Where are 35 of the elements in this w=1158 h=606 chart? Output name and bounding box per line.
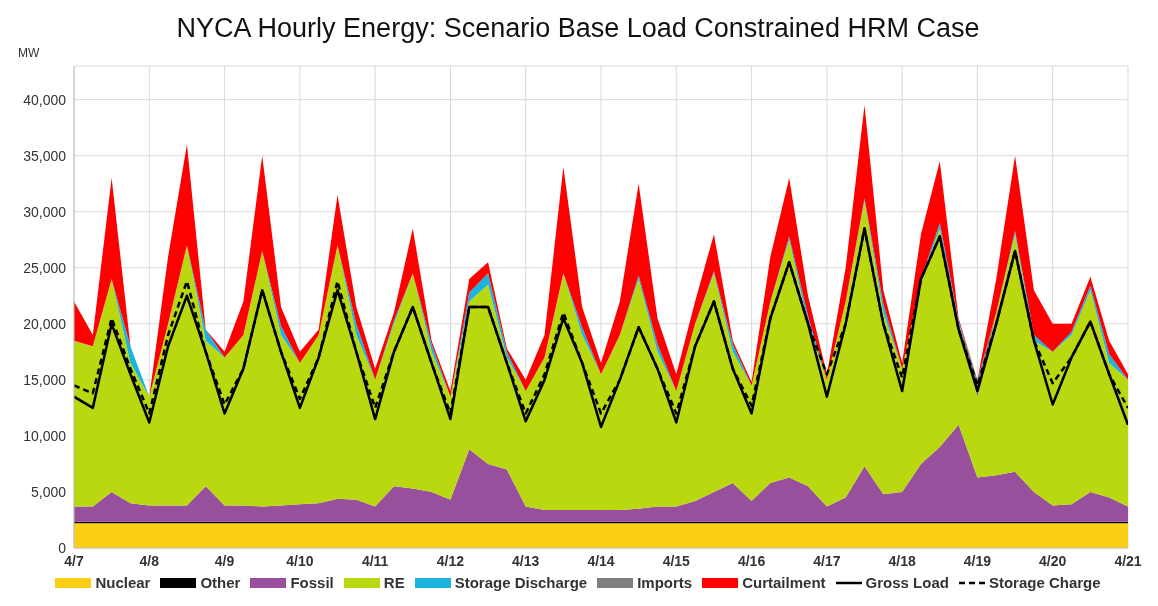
legend-label: RE (383, 574, 405, 591)
x-tick-label: 4/19 (963, 552, 992, 569)
y-tick-label: 25,000 (23, 259, 67, 276)
x-tick-label: 4/11 (361, 552, 389, 569)
x-tick-label: 4/7 (64, 552, 84, 569)
x-tick-label: 4/21 (1114, 552, 1142, 569)
x-tick-label: 4/12 (436, 552, 465, 569)
y-tick-label: 5,000 (30, 483, 67, 500)
y-tick-label: 40,000 (23, 91, 67, 108)
x-tick-label: 4/15 (662, 552, 691, 569)
x-tick-label: 4/13 (512, 552, 540, 569)
x-tick-label: 4/18 (888, 552, 916, 569)
y-axis-title: MW (18, 46, 40, 60)
y-tick-label: 35,000 (23, 147, 67, 164)
legend-label: Storage Discharge (454, 574, 588, 591)
x-tick-label: 4/8 (139, 552, 160, 569)
y-tick-label: 30,000 (23, 203, 67, 220)
legend-label: Curtailment (742, 574, 826, 591)
y-tick-label: 20,000 (23, 315, 67, 332)
y-tick-label: 15,000 (23, 371, 67, 388)
y-tick-label: 10,000 (23, 427, 67, 444)
legend-label: Imports (637, 574, 693, 591)
x-tick-label: 4/16 (737, 552, 766, 569)
legend-label: Storage Charge (988, 574, 1101, 591)
chart-title: NYCA Hourly Energy: Scenario Base Load Constrained HRM Case (176, 13, 980, 43)
legend-label: Nuclear (95, 574, 151, 591)
y-tick-label: 0 (58, 539, 67, 556)
legend-label: Other (200, 574, 241, 591)
x-tick-label: 4/9 (214, 552, 235, 569)
x-tick-label: 4/10 (286, 552, 314, 569)
x-tick-label: 4/20 (1039, 552, 1067, 569)
legend-label: Fossil (290, 574, 334, 591)
x-tick-label: 4/17 (813, 552, 841, 569)
x-tick-label: 4/14 (587, 552, 615, 569)
legend-label: Gross Load (865, 574, 949, 591)
